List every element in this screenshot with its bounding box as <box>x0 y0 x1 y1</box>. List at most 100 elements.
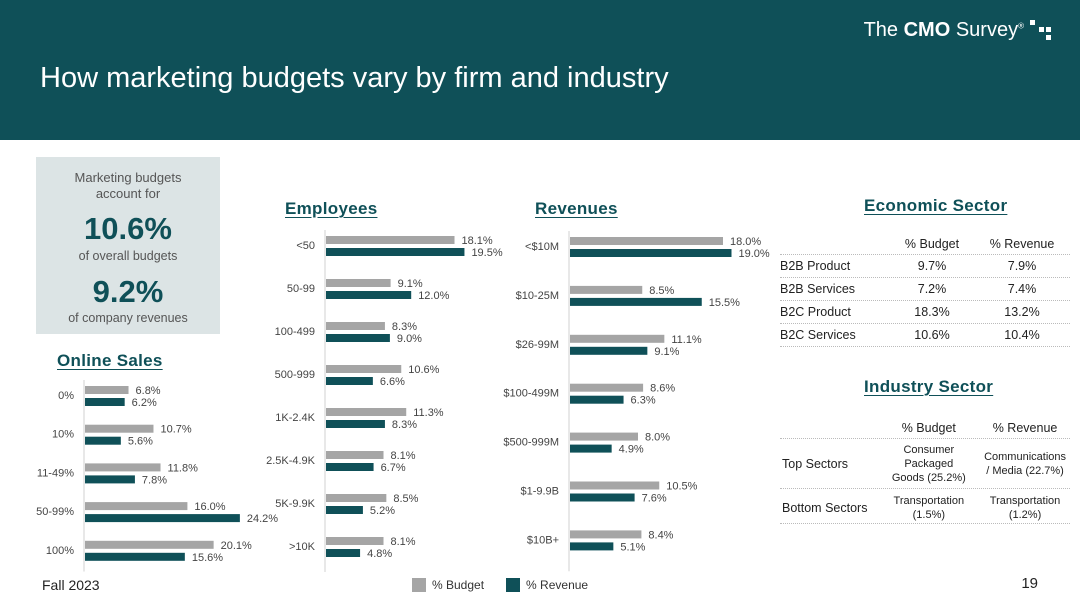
online-sales-revenue-value: 24.2% <box>247 513 278 525</box>
kpi-label-revenues: of company revenues <box>68 311 188 325</box>
budget-cell: 9.7% <box>917 258 947 273</box>
employees-revenue-bar <box>326 377 373 385</box>
economic-col-revenue: % Revenue <box>989 236 1055 251</box>
employees-title: Employees <box>285 199 378 218</box>
employees-budget-bar <box>326 365 402 373</box>
logo-dots-icon <box>1030 20 1051 40</box>
budget-cell: Consumer Packaged Goods (25.2%) <box>891 444 966 484</box>
revenues-budget-bar <box>570 237 723 245</box>
online-sales-revenue-bar <box>85 436 121 445</box>
online-sales-budget-bar <box>85 540 214 549</box>
online-sales-revenue-bar <box>85 475 135 484</box>
cmo-survey-logo: The CMO Survey® <box>864 18 1054 42</box>
budget-cell: 10.6% <box>914 327 950 342</box>
table-divider <box>780 277 1070 278</box>
employees-budget-bar <box>326 322 385 330</box>
employees-revenue-bar <box>326 334 390 342</box>
revenue-cell: Communications / Media (22.7%) <box>984 451 1066 477</box>
header-banner: How marketing budgets vary by firm and i… <box>0 0 1080 140</box>
budget-cell: 7.2% <box>917 281 947 296</box>
employees-budget-bar <box>326 494 387 502</box>
online-sales-budget-bar <box>85 463 161 472</box>
economic-sector-title: Economic Sector <box>864 196 1008 215</box>
employees-budget-bar <box>326 451 384 459</box>
revenues-budget-bar <box>570 383 644 392</box>
online-sales-budget-bar <box>85 424 154 433</box>
economic-sector-table: % Budget % Revenue B2B Product 9.7% 7.9%… <box>780 233 1072 346</box>
revenues-category-label: $10B+ <box>527 534 559 546</box>
revenues-budget-bar <box>570 432 638 441</box>
table-row: Bottom Sectors Transportation (1.5%) Tra… <box>782 490 1074 526</box>
legend-budget-swatch <box>412 578 426 592</box>
employees-budget-bar <box>326 236 455 244</box>
employees-revenue-bar <box>326 420 385 428</box>
page-title: How marketing budgets vary by firm and i… <box>40 62 669 94</box>
employees-budget-value: 8.1% <box>391 536 416 548</box>
online-sales-budget-value: 10.7% <box>160 424 191 436</box>
revenues-revenue-bar <box>570 297 702 306</box>
revenues-category-label: $1-9.9B <box>520 486 559 498</box>
employees-category-label: 100-499 <box>275 326 315 338</box>
table-divider <box>780 438 1070 439</box>
employees-budget-bar <box>326 279 391 287</box>
employees-budget-bar <box>326 408 407 416</box>
row-label: B2C Product <box>780 304 851 319</box>
revenues-budget-value: 10.5% <box>666 481 697 493</box>
table-row: B2C Services 10.6% 10.4% <box>780 323 1072 346</box>
legend-budget-label: % Budget <box>432 578 485 592</box>
revenues-revenue-value: 19.0% <box>739 248 770 260</box>
revenues-revenue-value: 5.1% <box>620 541 645 553</box>
online-sales-revenue-value: 5.6% <box>128 436 153 448</box>
revenues-budget-value: 8.0% <box>645 432 670 444</box>
employees-revenue-value: 6.6% <box>380 376 405 388</box>
legend-revenue-label: % Revenue <box>526 578 589 592</box>
employees-revenue-value: 19.5% <box>471 247 502 259</box>
revenues-budget-bar <box>570 285 643 294</box>
table-divider <box>780 523 1070 524</box>
legend: % Budget % Revenue <box>412 578 588 592</box>
employees-category-label: >10K <box>289 541 316 553</box>
online-sales-revenue-value: 15.6% <box>192 552 223 564</box>
revenue-cell: 7.9% <box>1007 258 1037 273</box>
employees-budget-value: 8.3% <box>392 321 417 333</box>
table-row: Top Sectors Consumer Packaged Goods (25.… <box>782 438 1074 490</box>
revenues-revenue-bar <box>570 493 635 502</box>
revenues-category-label: $100-499M <box>503 388 559 400</box>
industry-header-row: % Budget % Revenue <box>782 418 1074 438</box>
online-sales-budget-value: 20.1% <box>221 540 252 552</box>
budget-cell: 18.3% <box>914 304 950 319</box>
employees-category-label: 50-99 <box>287 283 315 295</box>
row-label: B2B Product <box>780 258 851 273</box>
employees-revenue-value: 9.0% <box>397 333 422 345</box>
employees-budget-bar <box>326 537 384 545</box>
revenues-budget-bar <box>570 481 660 490</box>
revenues-revenue-value: 9.1% <box>654 346 679 358</box>
table-row: B2B Product 9.7% 7.9% <box>780 254 1072 277</box>
revenues-title: Revenues <box>535 199 618 218</box>
table-divider <box>780 346 1070 347</box>
online-sales-revenue-bar <box>85 514 240 523</box>
revenues-budget-bar <box>570 334 665 343</box>
revenues-budget-value: 8.5% <box>649 285 674 297</box>
table-row: B2C Product 18.3% 13.2% <box>780 300 1072 323</box>
employees-category-label: 5K-9.9K <box>275 498 315 510</box>
employees-revenue-bar <box>326 506 363 514</box>
employees-revenue-bar <box>326 248 465 256</box>
revenues-revenue-bar <box>570 444 612 453</box>
employees-revenue-bar <box>326 463 374 471</box>
revenues-category-label: $500-999M <box>503 437 559 449</box>
online-sales-category-label: 0% <box>58 390 74 402</box>
row-label: Top Sectors <box>782 457 849 471</box>
table-divider <box>780 323 1070 324</box>
revenues-budget-value: 8.6% <box>650 383 675 395</box>
employees-budget-value: 9.1% <box>398 278 423 290</box>
online-sales-budget-bar <box>85 386 129 394</box>
online-sales-revenue-value: 6.2% <box>132 397 157 409</box>
employees-revenue-value: 8.3% <box>392 419 417 431</box>
revenues-budget-bar <box>570 530 642 539</box>
employees-category-label: <50 <box>296 240 315 252</box>
online-sales-budget-value: 11.8% <box>168 462 199 474</box>
revenues-category-label: $26-99M <box>516 339 559 351</box>
online-sales-revenue-value: 7.8% <box>142 474 167 486</box>
